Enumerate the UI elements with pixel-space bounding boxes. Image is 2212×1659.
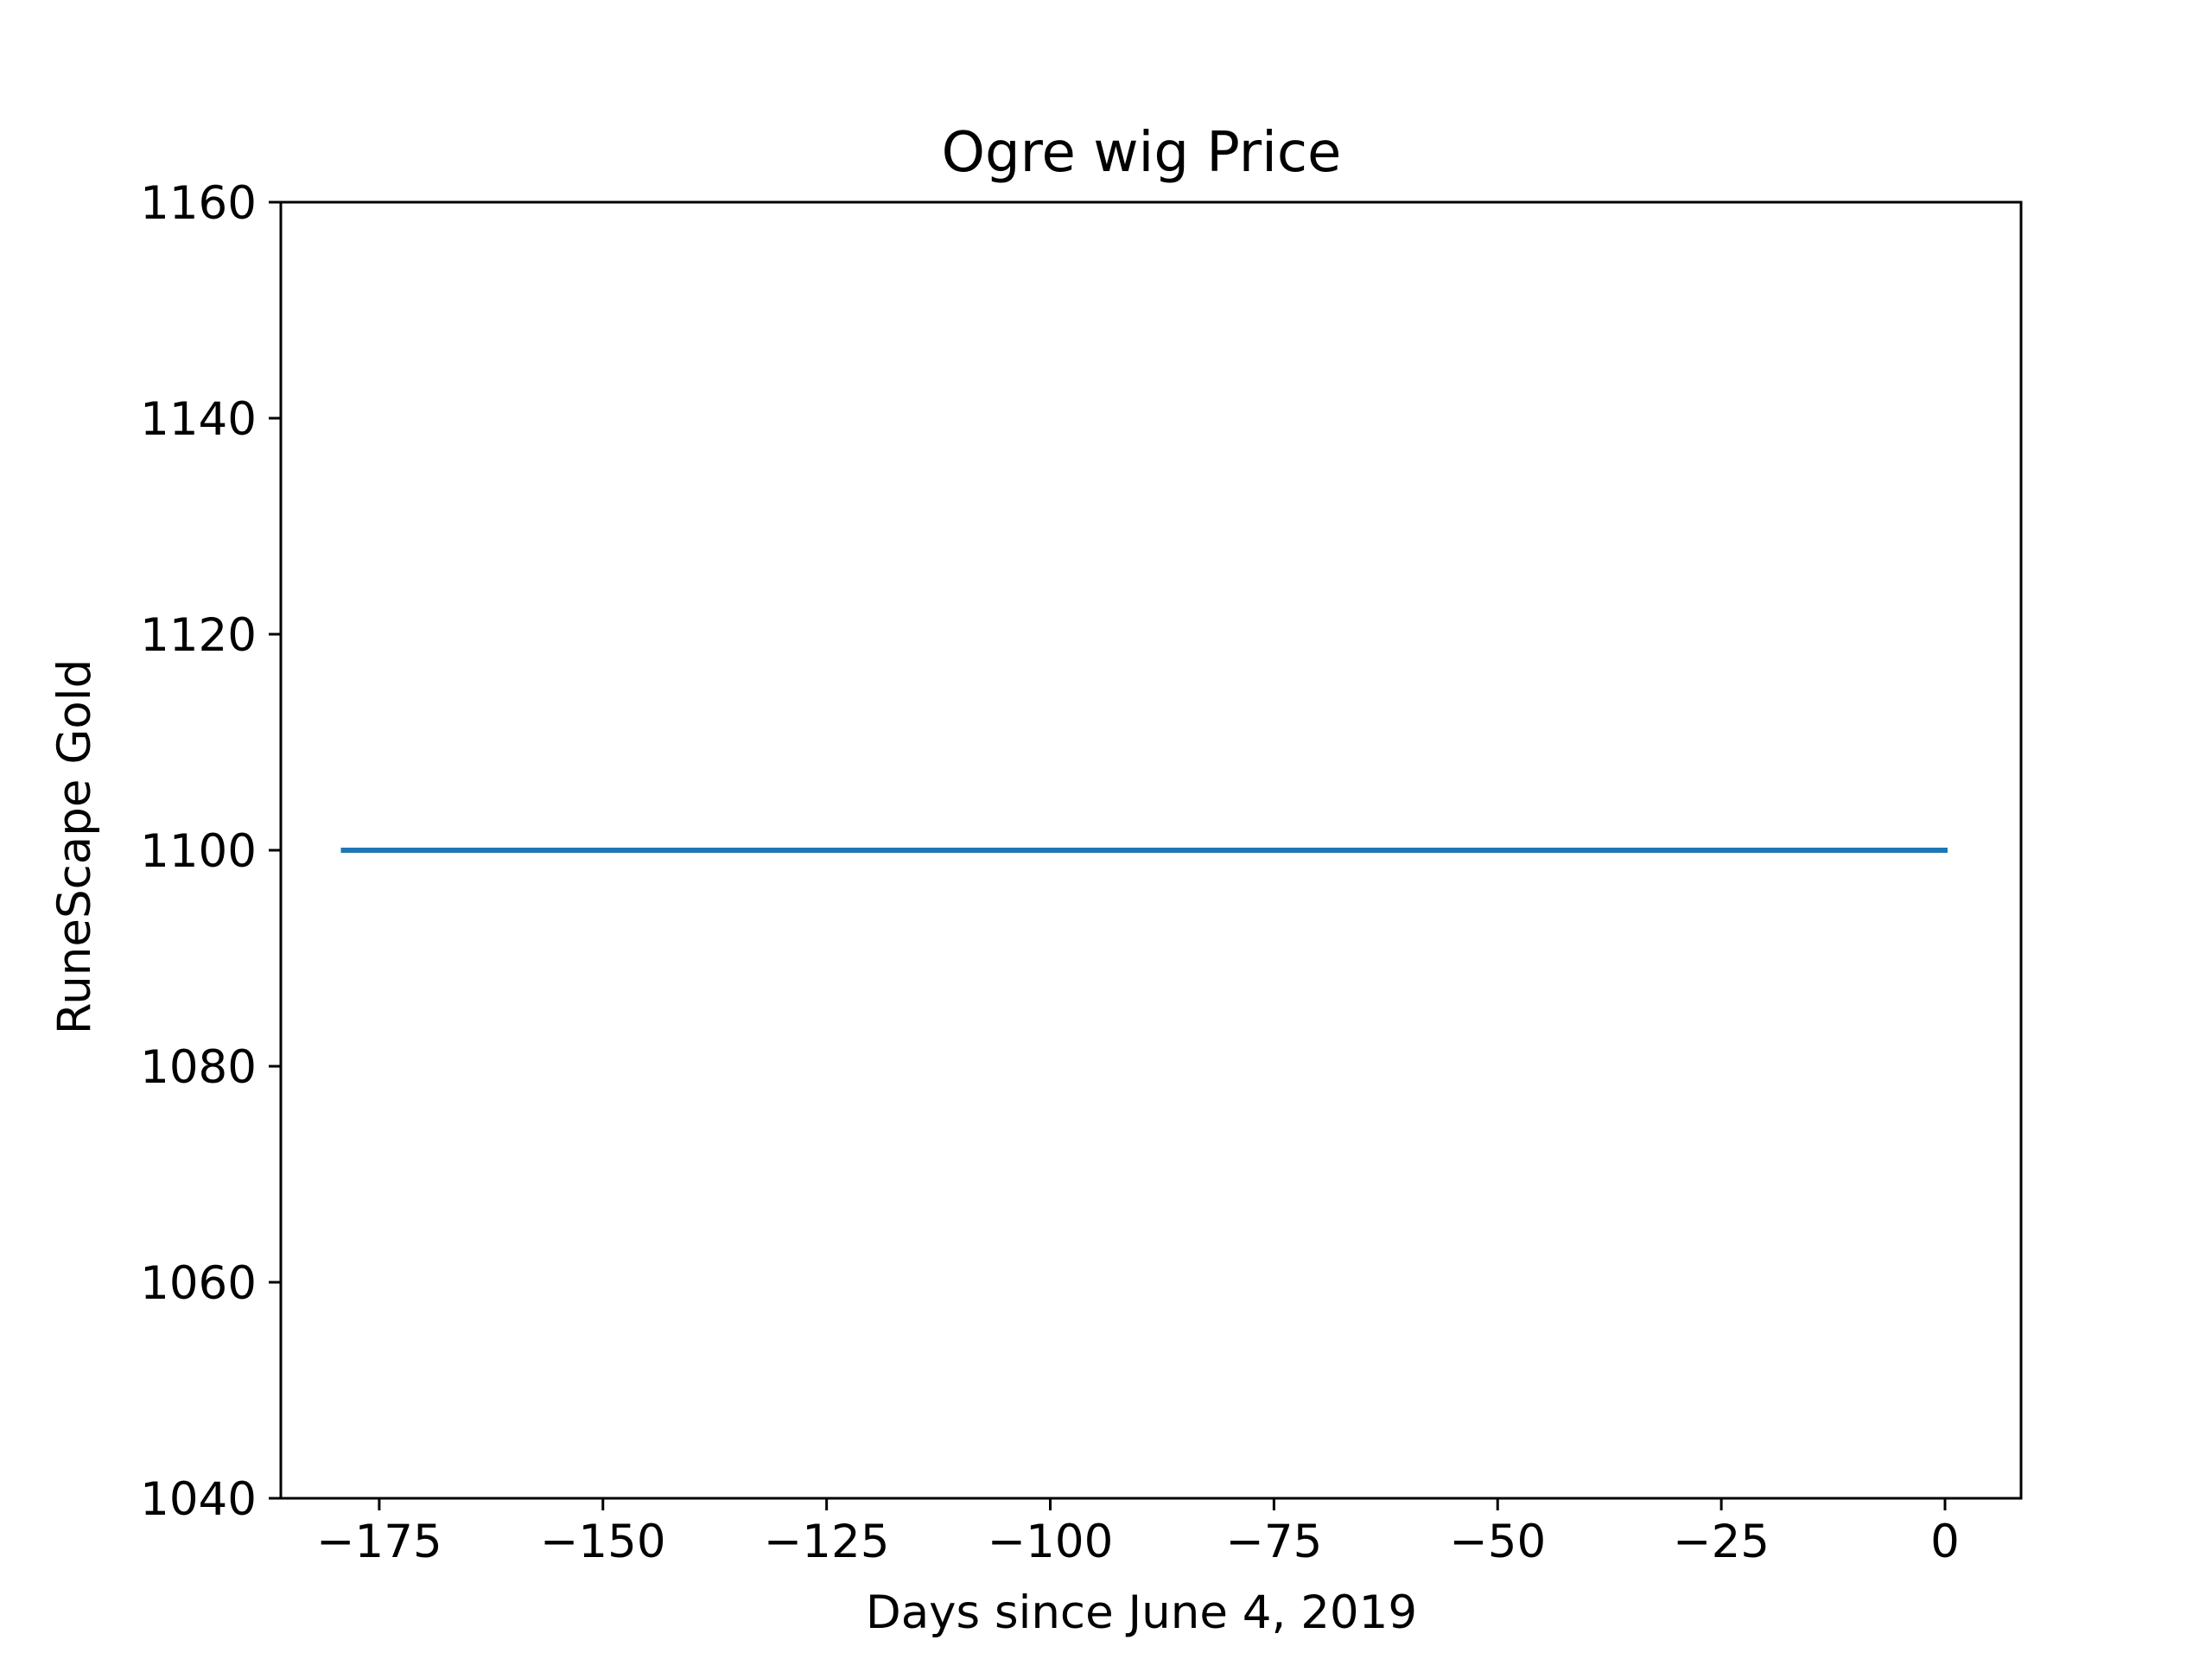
- chart-title: Ogre wig Price: [942, 121, 1342, 185]
- x-tick-label: −150: [540, 1516, 666, 1568]
- plot-area: [279, 200, 2023, 1500]
- y-tick-label: 1120: [140, 609, 257, 662]
- x-tick-label: −75: [1225, 1516, 1322, 1568]
- x-tick-label: −175: [316, 1516, 442, 1568]
- y-tick-label: 1160: [140, 177, 257, 230]
- y-tick-label: 1100: [140, 825, 257, 878]
- x-tick-label: −50: [1449, 1516, 1546, 1568]
- x-axis-label: Days since June 4, 2019: [866, 1586, 1417, 1639]
- y-tick-label: 1080: [140, 1041, 257, 1094]
- y-axis: 1040 1060 1080 1100 1120 1140 1160: [140, 177, 281, 1526]
- y-tick-label: 1060: [140, 1257, 257, 1310]
- x-tick-label: −25: [1673, 1516, 1770, 1568]
- x-tick-label: 0: [1930, 1516, 1960, 1568]
- y-tick-label: 1040: [140, 1473, 257, 1526]
- y-axis-label: RuneScape Gold: [48, 659, 101, 1034]
- x-tick-label: −100: [988, 1516, 1114, 1568]
- x-axis: −175 −150 −125 −100 −75 −50 −25 0: [316, 1498, 1960, 1568]
- x-tick-label: −125: [764, 1516, 890, 1568]
- y-tick-label: 1140: [140, 393, 257, 446]
